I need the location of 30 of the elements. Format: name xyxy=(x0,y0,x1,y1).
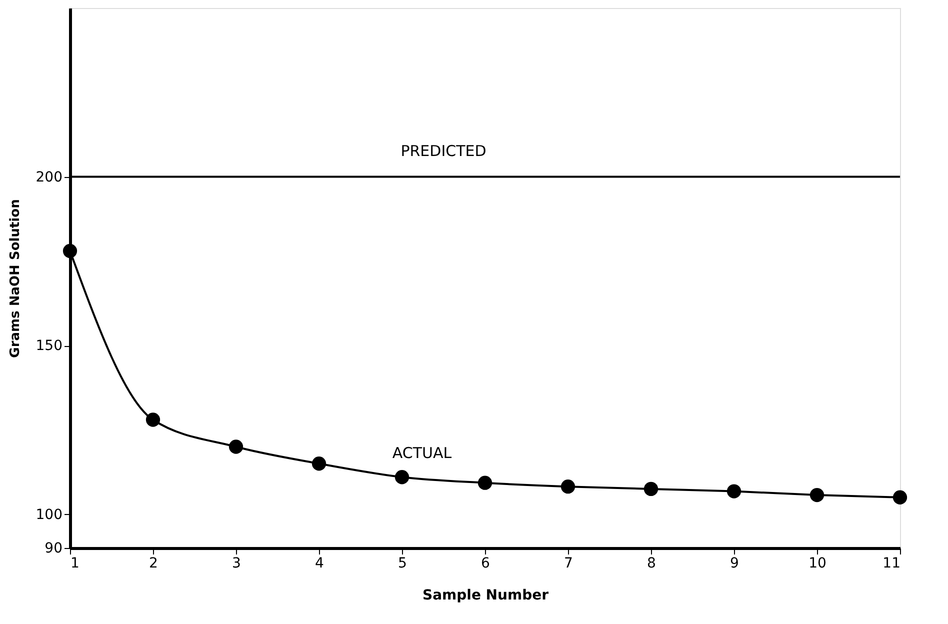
y-axis-title: Grams NaOH Solution xyxy=(8,199,23,358)
y-tick-label: 150 xyxy=(36,338,62,354)
x-tick-label: 8 xyxy=(647,556,656,572)
x-tick-label: 9 xyxy=(730,556,739,572)
x-tick-label: 5 xyxy=(398,556,407,572)
x-tick-label: 1 xyxy=(70,556,80,572)
x-tick-label: 4 xyxy=(315,556,324,572)
point xyxy=(810,488,824,502)
y-tick-label: 100 xyxy=(36,506,62,523)
point xyxy=(228,440,244,454)
point xyxy=(62,244,78,258)
x-axis-title: Sample Number xyxy=(422,588,549,604)
point xyxy=(560,480,576,494)
point xyxy=(892,490,908,504)
x-tick-label: 3 xyxy=(232,556,241,572)
point xyxy=(312,456,326,471)
point xyxy=(146,412,160,427)
point xyxy=(644,482,658,496)
point xyxy=(726,484,742,498)
y-tick-label: 90 xyxy=(44,540,62,556)
ref-line-label: PREDICTED xyxy=(400,142,486,160)
point xyxy=(478,476,492,490)
point xyxy=(394,470,410,484)
y-tick-label: 200 xyxy=(36,169,62,186)
x-tick-label: 2 xyxy=(149,556,158,572)
x-tick-label: 6 xyxy=(481,556,490,572)
series-label: ACTUAL xyxy=(392,444,452,462)
x-tick-label: 11 xyxy=(882,556,900,572)
x-tick-label: 7 xyxy=(564,556,573,572)
x-tick-label: 10 xyxy=(808,556,826,572)
